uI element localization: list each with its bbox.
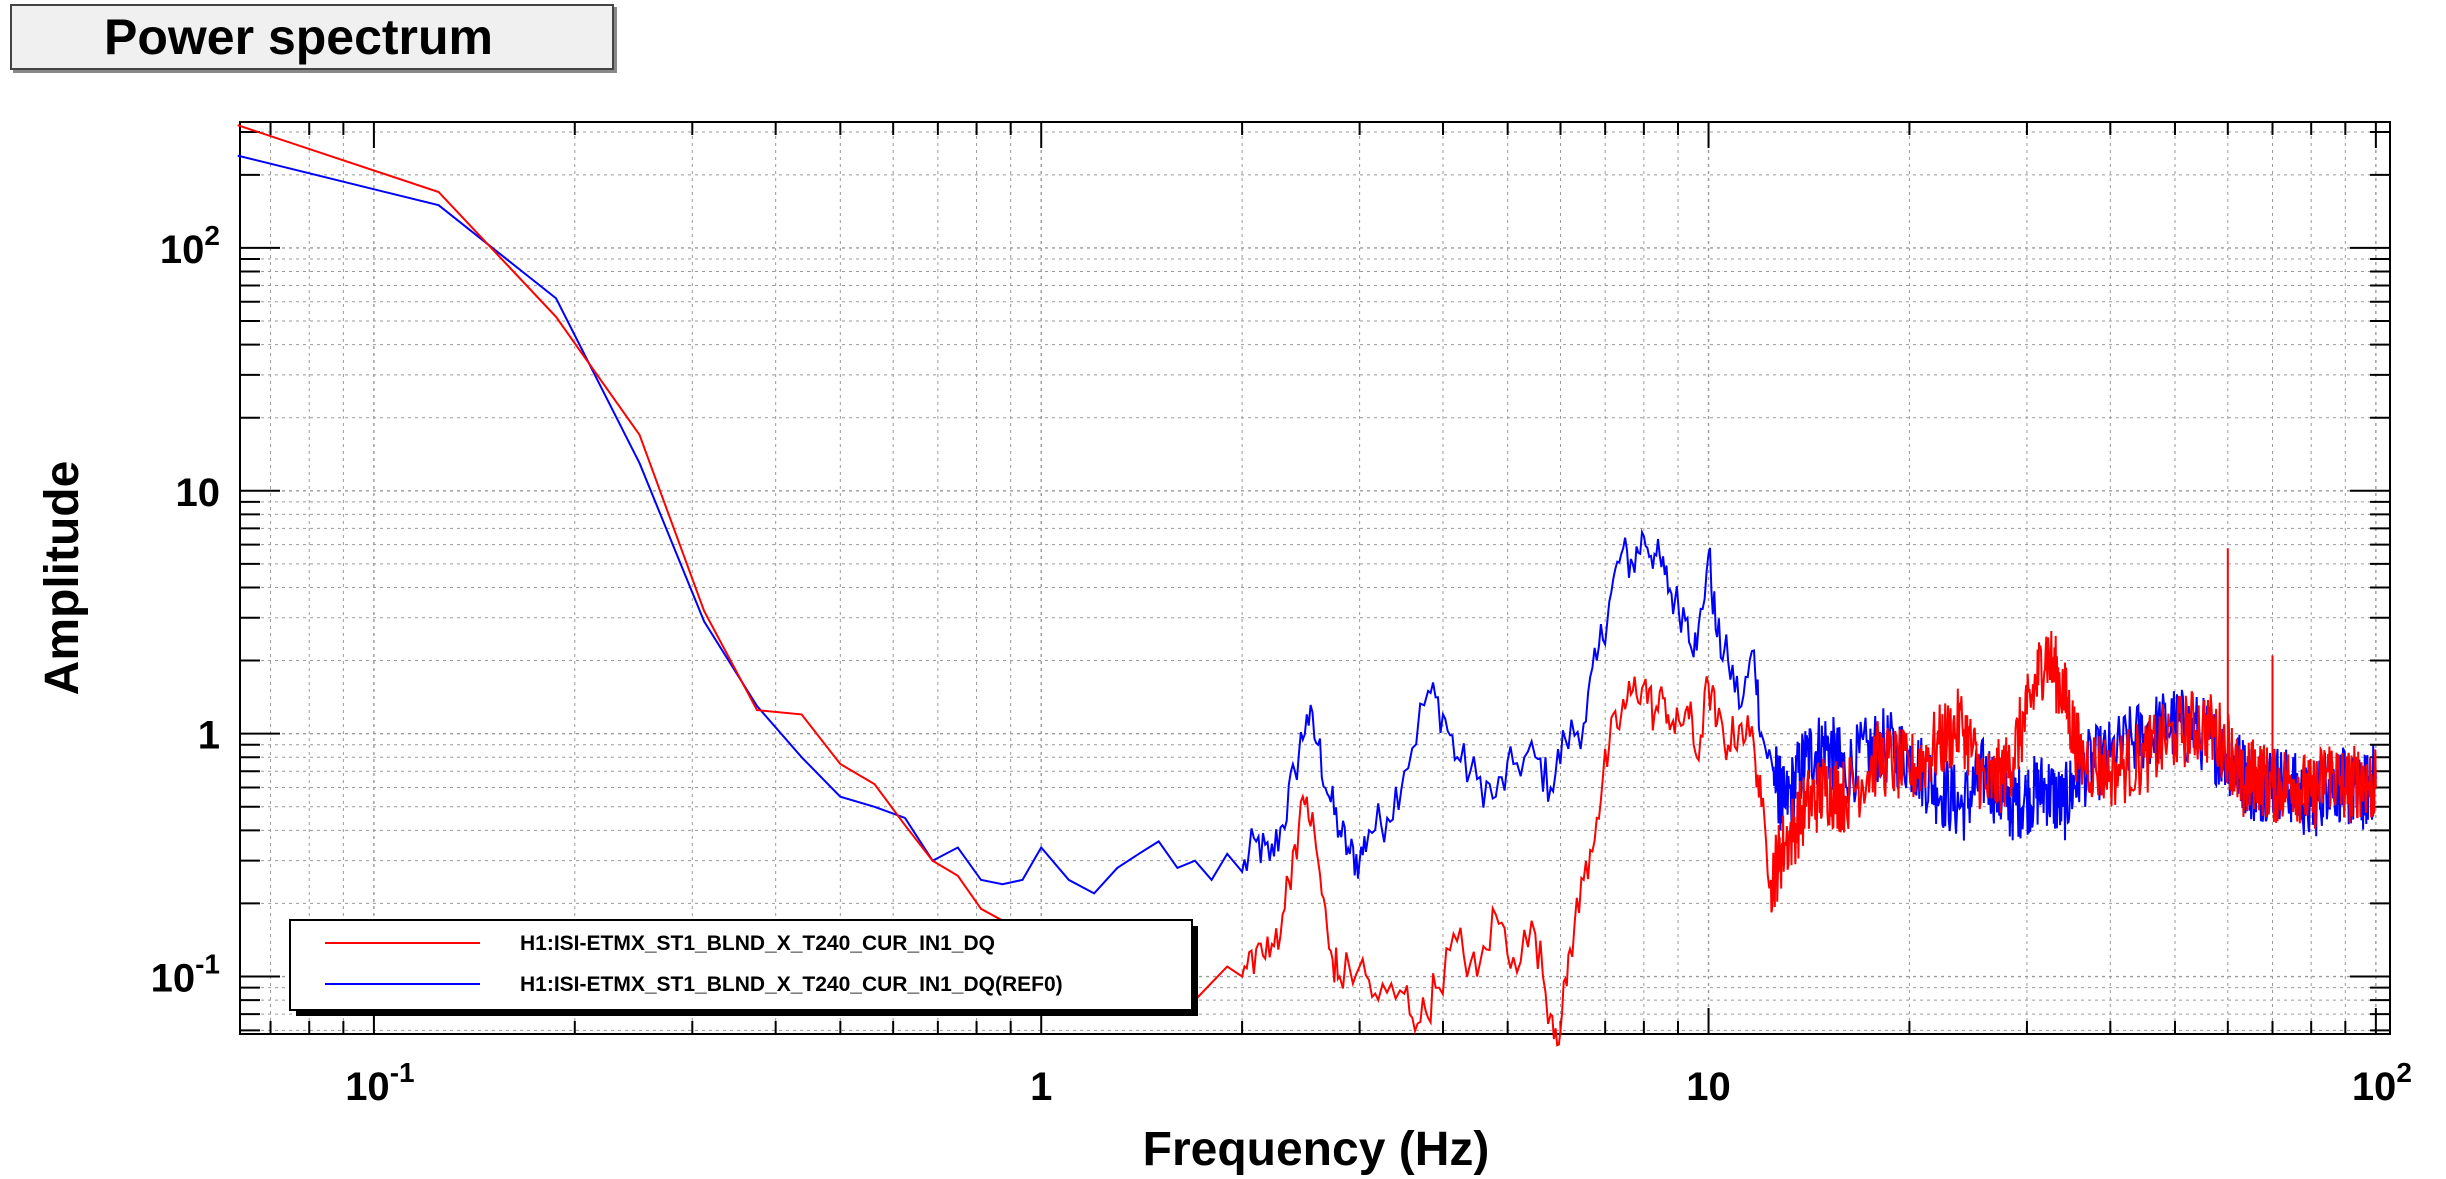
legend-box xyxy=(289,919,1193,1011)
x-axis-title: Frequency (Hz) xyxy=(1143,1123,1490,1176)
x-tick-label: 10 xyxy=(1686,1065,1731,1109)
y-tick-label: 10-1 xyxy=(151,949,220,1001)
y-tick-label: 102 xyxy=(160,220,220,272)
axis-ticks xyxy=(240,122,2390,1034)
x-tick-label: 102 xyxy=(2352,1057,2412,1109)
series-layer xyxy=(237,124,2377,1047)
legend: H1:ISI-ETMX_ST1_BLND_X_T240_CUR_IN1_DQ H… xyxy=(289,919,1198,1016)
y-axis-title: Amplitude xyxy=(36,461,89,696)
grid-lines xyxy=(240,122,2390,1034)
series-line-1 xyxy=(237,154,2377,895)
chart-title: Power spectrum xyxy=(10,4,614,70)
legend-label-0: H1:ISI-ETMX_ST1_BLND_X_T240_CUR_IN1_DQ xyxy=(520,932,995,955)
y-tick-label: 1 xyxy=(198,714,220,758)
x-tick-label: 1 xyxy=(1030,1065,1052,1109)
x-tick-label: 10-1 xyxy=(345,1057,414,1109)
y-tick-label: 10 xyxy=(176,471,221,515)
x-tick-labels: 10-1 1 10 102 xyxy=(345,1057,2412,1109)
legend-label-1: H1:ISI-ETMX_ST1_BLND_X_T240_CUR_IN1_DQ(R… xyxy=(520,973,1063,996)
series-line-0 xyxy=(237,124,2377,1047)
y-tick-labels: 10-1 1 10 102 xyxy=(151,220,220,1001)
plot-frame xyxy=(239,121,2391,1035)
